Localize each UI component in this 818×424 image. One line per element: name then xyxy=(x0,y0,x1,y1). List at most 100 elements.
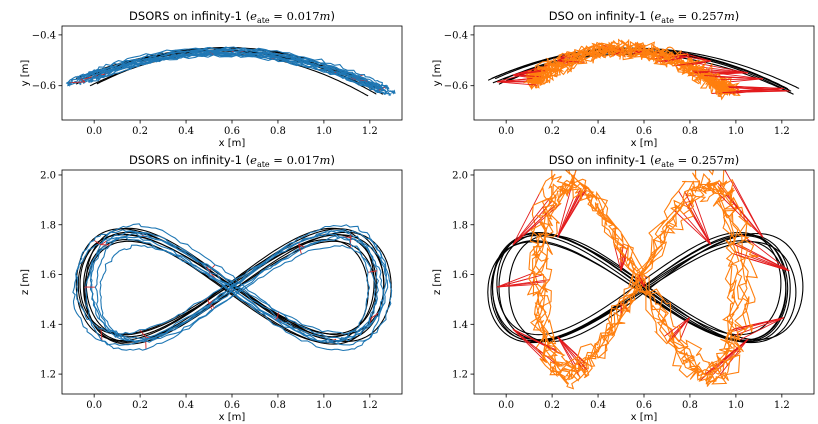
ground-truth-line xyxy=(491,232,804,341)
error-segment xyxy=(557,187,582,238)
y-tick-label: −0.4 xyxy=(32,30,56,41)
error-segment xyxy=(731,317,784,331)
estimate-line xyxy=(532,172,750,390)
estimate-line xyxy=(65,53,396,95)
error-segment xyxy=(749,254,790,272)
x-axis-label: x [m] xyxy=(219,138,246,149)
error-segment xyxy=(512,328,543,356)
y-tick-label: 2.0 xyxy=(40,170,56,181)
x-tick-label: 0.6 xyxy=(224,126,240,137)
x-tick-label: 0.0 xyxy=(498,400,514,411)
panel-dso-xy: DSO on infinity-1 (eate = 0.257m) 0.0 0.2 0… xyxy=(432,9,815,149)
error-segment xyxy=(496,81,539,86)
x-tick-label: 1.2 xyxy=(774,126,790,137)
y-tick-label: −0.6 xyxy=(444,81,468,92)
error-segment xyxy=(67,81,86,84)
title-method: DSO on infinity-1 ( xyxy=(549,9,655,23)
error-segment xyxy=(732,253,790,272)
error-segment xyxy=(692,70,749,74)
x-tick-label: 0.8 xyxy=(682,126,698,137)
error-segment xyxy=(733,250,790,272)
plot-area xyxy=(487,170,804,390)
x-axis-label: x [m] xyxy=(631,412,658,423)
error-segment xyxy=(139,329,146,337)
plot-area xyxy=(72,223,393,352)
x-tick-label: 0.6 xyxy=(224,400,240,411)
x-axis-label: x [m] xyxy=(219,412,246,423)
y-axis-label: y [m] xyxy=(432,60,443,87)
x-tick-label: 1.2 xyxy=(774,400,790,411)
error-segment xyxy=(683,213,712,245)
x-tick-label: 0.6 xyxy=(636,126,652,137)
error-segment xyxy=(694,199,712,245)
plot-area xyxy=(488,38,800,101)
x-tick-label: 0.0 xyxy=(86,400,102,411)
x-tick-label: 0.8 xyxy=(682,400,698,411)
panel-dsors-xz: DSORS on infinity-1 (eate = 0.017m) 0.0 0.… xyxy=(20,153,403,423)
error-segment xyxy=(656,55,690,63)
error-segment xyxy=(721,86,790,92)
y-axis-label: z [m] xyxy=(20,269,31,295)
x-tick-label: 1.2 xyxy=(362,126,378,137)
estimate-line xyxy=(76,46,390,90)
error-segment xyxy=(678,51,711,62)
error-segment xyxy=(496,281,546,288)
chart-title: DSO on infinity-1 (eate = 0.257m) xyxy=(549,153,740,169)
estimate-line xyxy=(526,170,744,385)
error-segment xyxy=(298,244,306,248)
y-axis-label: y [m] xyxy=(20,60,31,87)
x-tick-label: 0.8 xyxy=(270,126,286,137)
chart-title: DSORS on infinity-1 (eate = 0.017m) xyxy=(129,153,335,169)
x-tick-label: 1.0 xyxy=(316,400,332,411)
error-segment xyxy=(741,234,790,272)
error-segment xyxy=(496,77,533,83)
chart-title: DSO on infinity-1 (eate = 0.257m) xyxy=(549,9,740,25)
error-segment xyxy=(739,317,785,341)
x-tick-label: 1.2 xyxy=(362,400,378,411)
error-segment xyxy=(687,204,712,245)
estimate-line xyxy=(89,223,387,340)
y-tick-label: 2.0 xyxy=(452,170,468,181)
y-tick-label: −0.4 xyxy=(444,30,468,41)
chart-title: DSORS on infinity-1 (eate = 0.017m) xyxy=(129,9,335,25)
error-segment xyxy=(512,198,551,245)
x-tick-label: 0.2 xyxy=(132,126,148,137)
error-segment xyxy=(512,69,542,76)
error-segment xyxy=(557,336,586,364)
error-segment xyxy=(717,193,764,238)
ground-truth-line xyxy=(77,234,385,336)
x-tick-label: 1.0 xyxy=(316,126,332,137)
panel-dso-xz: DSO on infinity-1 (eate = 0.257m) 0.0 0.2 0… xyxy=(432,153,815,423)
ground-truth-line xyxy=(85,240,377,345)
error-segment xyxy=(496,72,531,83)
error-segment xyxy=(100,329,103,342)
x-tick-label: 0.4 xyxy=(590,400,606,411)
title-error-value: 0.017 xyxy=(287,9,320,23)
x-tick-label: 0.4 xyxy=(178,126,194,137)
error-segment xyxy=(557,197,575,238)
y-tick-label: 1.4 xyxy=(40,320,56,331)
error-segment xyxy=(496,272,534,288)
error-segment xyxy=(349,237,352,249)
error-segment xyxy=(684,191,712,245)
x-tick-label: 0.6 xyxy=(636,400,652,411)
error-segment xyxy=(557,55,568,62)
x-tick-label: 0.2 xyxy=(544,126,560,137)
plot-area xyxy=(65,46,396,97)
title-error-value: 0.257 xyxy=(691,153,724,167)
y-axis-label: z [m] xyxy=(432,269,443,295)
error-segment xyxy=(711,87,784,94)
title-error-value: 0.257 xyxy=(691,9,724,23)
error-segment xyxy=(276,311,280,318)
y-tick-label: 1.4 xyxy=(452,320,468,331)
error-segment xyxy=(731,179,764,238)
x-tick-label: 0.2 xyxy=(544,400,560,411)
error-segment xyxy=(557,336,588,371)
title-error-value: 0.017 xyxy=(287,153,320,167)
estimate-line xyxy=(533,178,736,385)
estimate-line xyxy=(534,47,725,95)
x-tick-label: 0.4 xyxy=(590,126,606,137)
estimate-line xyxy=(527,183,759,369)
y-tick-label: 1.8 xyxy=(452,220,468,231)
